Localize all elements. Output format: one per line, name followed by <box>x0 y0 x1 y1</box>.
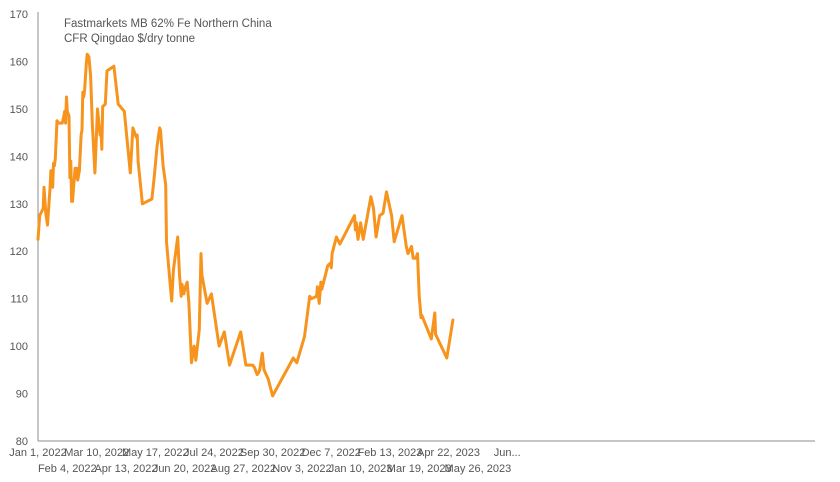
x-tick-label: Jun... <box>494 447 521 459</box>
x-tick-label: Aug 27, 2022 <box>211 463 276 475</box>
x-tick-label: Apr 22, 2023 <box>417 447 480 459</box>
x-tick-label: Dec 7, 2022 <box>302 447 361 459</box>
x-tick-label: Feb 4, 2022 <box>38 463 97 475</box>
x-tick-label: Nov 3, 2022 <box>272 463 331 475</box>
x-tick-label: Jan 10, 2023 <box>329 463 393 475</box>
y-tick-label: 100 <box>10 341 28 353</box>
y-tick-label: 140 <box>10 151 28 163</box>
legend-line-2: CFR Qingdao $/dry tonne <box>64 33 195 45</box>
series-layer <box>36 52 455 398</box>
chart-legend: Fastmarkets MB 62% Fe Northern China CFR… <box>64 18 272 45</box>
price-series-line <box>36 52 455 398</box>
x-tick-label: May 26, 2023 <box>445 463 512 475</box>
x-tick-label: Jan 1, 2022 <box>9 447 67 459</box>
y-tick-label: 160 <box>10 56 28 68</box>
y-tick-label: 150 <box>10 104 28 116</box>
y-axis-ticks: 80 90 100 110 120 130 140 150 160 170 <box>10 9 28 448</box>
x-tick-label: Sep 30, 2022 <box>240 447 305 459</box>
x-tick-label: Jul 24, 2022 <box>184 447 244 459</box>
x-tick-label: May 17, 2022 <box>122 447 189 459</box>
x-tick-label: Mar 19, 2023 <box>387 463 452 475</box>
y-tick-label: 120 <box>10 246 28 258</box>
x-tick-label: Apr 13, 2022 <box>94 463 157 475</box>
y-tick-label: 130 <box>10 199 28 211</box>
axes <box>37 12 815 442</box>
x-tick-label: Jun 20, 2022 <box>153 463 217 475</box>
y-tick-label: 80 <box>16 436 28 448</box>
legend-line-1: Fastmarkets MB 62% Fe Northern China <box>64 18 272 30</box>
x-tick-label: Mar 10, 2022 <box>64 447 129 459</box>
y-tick-label: 110 <box>10 294 28 306</box>
y-tick-label: 170 <box>10 9 28 21</box>
x-tick-label: Feb 13, 2023 <box>357 447 422 459</box>
y-tick-label: 90 <box>16 389 28 401</box>
